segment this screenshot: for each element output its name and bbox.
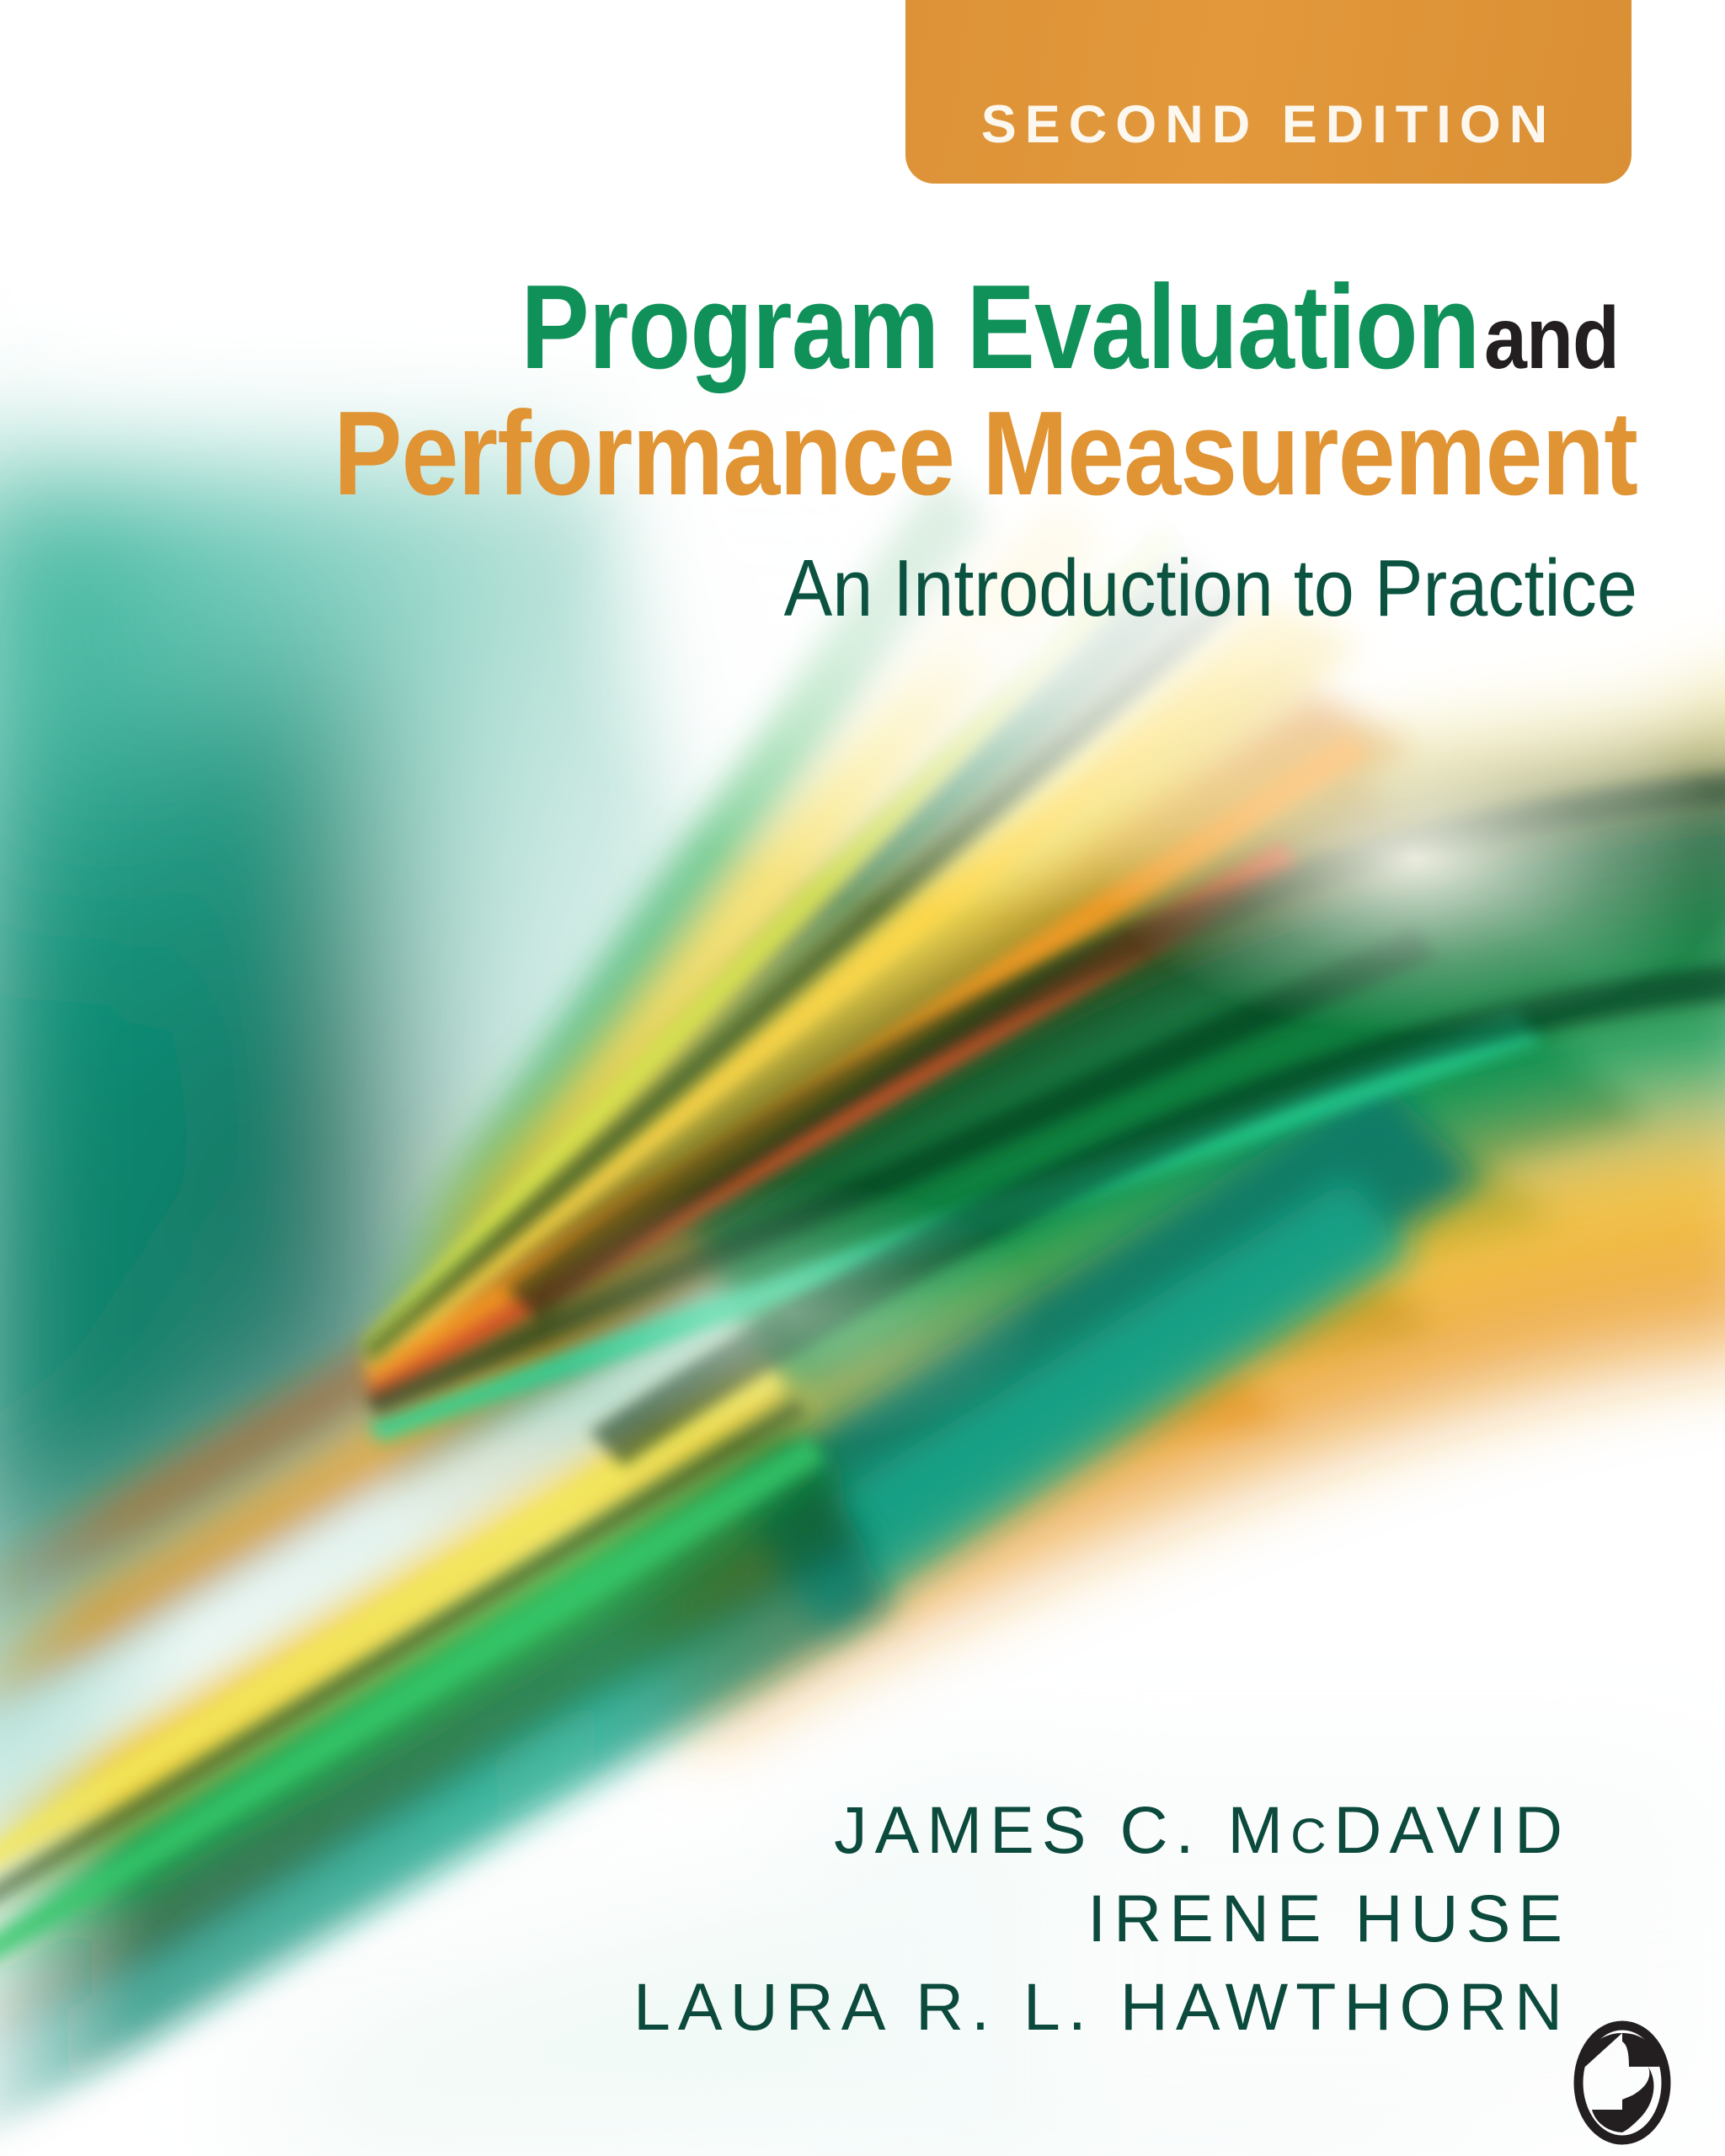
subtitle: An Introduction to Practice: [0, 542, 1637, 635]
sage-publisher-logo: [1570, 2020, 1674, 2146]
title-line-two: Performance Measurement: [0, 387, 1638, 520]
title-conjunction-and: and: [1484, 290, 1620, 387]
author-name-3: LAURA R. L. HAWTHORN: [633, 1969, 1570, 2045]
title-primary-performance-measurement: Performance Measurement: [333, 387, 1638, 520]
second-edition-banner: SECOND EDITION: [905, 0, 1632, 184]
author-1-small-caps-c: C: [1290, 1809, 1334, 1864]
author-1-prefix: JAMES C. M: [834, 1792, 1291, 1867]
subtitle-text: An Introduction to Practice: [783, 543, 1637, 633]
title-primary-program-evaluation: Program Evaluation: [520, 260, 1480, 394]
author-name-1: JAMES C. MCDAVID: [0, 1785, 1570, 1874]
title-line-one: Program Evaluationand: [0, 268, 1637, 387]
title-block: Program Evaluationand Performance Measur…: [0, 268, 1638, 635]
authors-block: JAMES C. MCDAVID IRENE HUSE LAURA R. L. …: [0, 1785, 1570, 2051]
author-1-suffix: DAVID: [1333, 1792, 1570, 1867]
edition-label: SECOND EDITION: [980, 95, 1557, 154]
author-name-2: IRENE HUSE: [1087, 1881, 1570, 1956]
